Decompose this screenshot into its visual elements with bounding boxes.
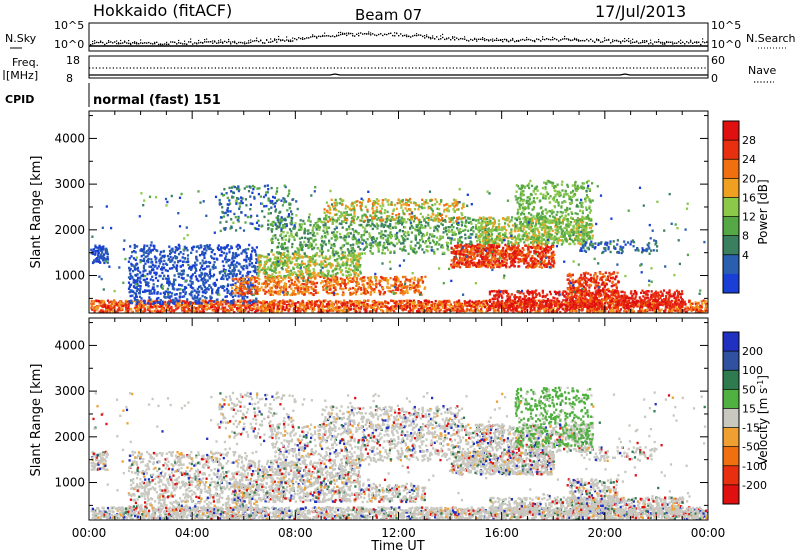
colorbar-tick-label: 15: [742, 402, 756, 415]
colorbar-tick-label: -100: [742, 460, 767, 473]
colorbar-tick-label: 28: [742, 134, 756, 147]
nave-tick-low: 0: [711, 72, 718, 85]
noise-left-tick-high: 10^5: [54, 19, 84, 32]
colorbar-segment: [723, 427, 739, 447]
colorbar-segment: [723, 254, 739, 275]
noise-right-tick-low: 10^0: [711, 38, 741, 51]
colorbar-tick-label: 12: [742, 211, 756, 224]
colorbar-tick-label: -15: [742, 422, 760, 435]
power-heatmap: [90, 179, 708, 314]
colorbar-segment: [723, 484, 739, 505]
cpid-value: normal (fast) 151: [93, 93, 221, 108]
y-tick-label: 3000: [54, 384, 85, 398]
colorbar-tick-label: 50: [742, 383, 756, 396]
colorbar-segment: [723, 408, 739, 428]
noise-series: [89, 31, 708, 47]
colorbar-segment: [723, 465, 739, 486]
colorbar-tick-label: 16: [742, 191, 756, 204]
x-axis-label: Time UT: [370, 539, 424, 554]
colorbar-segment: [723, 446, 739, 467]
noise-left-tick-low: 10^0: [54, 38, 84, 51]
velocity-ylabel: Slant Range [km]: [29, 364, 44, 477]
colorbar-tick-label: -200: [742, 479, 767, 492]
y-tick-label: 2000: [54, 430, 85, 444]
colorbar-tick-label: 8: [742, 230, 749, 243]
x-tick-label: 12:00: [381, 526, 416, 540]
noise-panel: N.Sky 10^5 10^0 10^5 10^0 N.Search: [5, 19, 796, 52]
power-ylabel: Slant Range [km]: [29, 156, 44, 269]
velocity-panel: 1000 2000 3000 4000 Slant Range [km] 200 100…: [29, 317, 771, 554]
velocity-colorbar: 200 100 50 15 -15 -50 -100 -200: [722, 331, 767, 505]
colorbar-segment: [723, 351, 739, 371]
x-tick-label: 00:00: [72, 526, 107, 540]
power-panel: 1000 2000 3000 4000 Slant Range [km] 28 24 20…: [29, 110, 770, 314]
colorbar-tick-label: -50: [742, 441, 760, 454]
x-tick-label: 16:00: [484, 526, 519, 540]
freq-label-line1: Freq.: [12, 56, 39, 69]
colorbar-segment: [723, 140, 739, 160]
x-tick-label: 04:00: [175, 526, 210, 540]
colorbar-segment: [723, 235, 739, 256]
noise-panel-frame: [88, 22, 709, 52]
y-tick-label: 4000: [54, 131, 85, 145]
colorbar-segment: [723, 389, 739, 409]
colorbar-segment: [723, 121, 739, 141]
power-colorbar-label: Power [dB]: [756, 179, 770, 244]
colorbar-tick-label: 24: [742, 153, 756, 166]
colorbar-segment: [723, 273, 739, 294]
y-tick-label: 1000: [54, 269, 85, 283]
x-tick-label: 08:00: [278, 526, 313, 540]
y-tick-label: 4000: [54, 338, 85, 352]
x-tick-labels: 00:00 04:00 08:00 12:00 16:00 20:00 00:00: [72, 526, 726, 540]
y-tick-label: 2000: [54, 223, 85, 237]
freq-label-line2: [MHz]: [6, 69, 38, 82]
freq-panel-frame: [88, 55, 709, 79]
station-title: Hokkaido (fitACF): [93, 1, 232, 20]
freq-tick-low: 8: [66, 72, 73, 85]
beam-title: Beam 07: [355, 6, 422, 24]
freq-tick-high: 18: [66, 54, 80, 67]
x-tick-label: 20:00: [588, 526, 623, 540]
colorbar-tick-label: 4: [742, 249, 749, 262]
colorbar-tick-label: 100: [742, 364, 763, 377]
cpid-label: CPID: [5, 93, 34, 106]
y-tick-label: 3000: [54, 177, 85, 191]
velocity-colorbar-label: Velocity [m s-1]: [756, 375, 771, 465]
colorbar-tick-label: 200: [742, 345, 763, 358]
y-tick-label: 1000: [54, 476, 85, 490]
colorbar-segment: [723, 178, 739, 198]
colorbar-tick-label: 20: [742, 172, 756, 185]
noise-right-tick-high: 10^5: [711, 19, 741, 32]
velocity-heatmap: [90, 386, 708, 521]
colorbar-segment: [723, 197, 739, 217]
power-panel-frame: [88, 110, 709, 314]
colorbar-segment: [723, 332, 739, 352]
nsky-label: N.Sky: [5, 32, 37, 45]
freq-series: [89, 73, 708, 76]
velocity-axes: 1000 2000 3000 4000: [54, 318, 709, 520]
freq-panel: Freq. [MHz] 18 8 60 0 Nave: [3, 54, 776, 85]
colorbar-segment: [723, 370, 739, 390]
x-tick-label: 00:00: [691, 526, 726, 540]
colorbar-segment: [723, 159, 739, 179]
date-title: 17/Jul/2013: [595, 2, 686, 21]
colorbar-segment: [723, 216, 739, 236]
cpid-panel: CPID normal (fast) 151: [5, 83, 221, 108]
nsearch-label: N.Search: [746, 32, 796, 45]
power-axes: 1000 2000 3000 4000: [54, 111, 709, 313]
nave-label: Nave: [748, 64, 776, 77]
power-colorbar: 28 24 20 16 12 8 4: [722, 120, 756, 294]
nave-tick-high: 60: [711, 54, 725, 67]
